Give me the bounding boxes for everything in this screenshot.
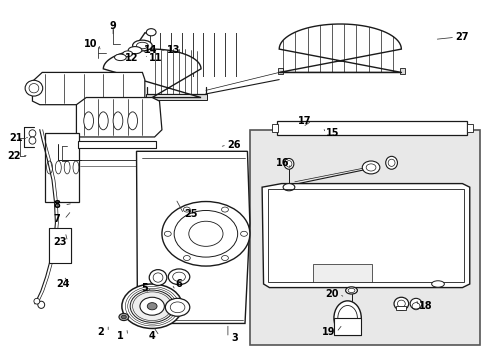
Text: 2: 2 bbox=[98, 327, 104, 337]
Ellipse shape bbox=[386, 156, 397, 169]
Ellipse shape bbox=[113, 112, 123, 130]
Text: 1: 1 bbox=[117, 331, 124, 341]
Text: 16: 16 bbox=[276, 158, 290, 168]
Circle shape bbox=[162, 202, 250, 266]
Polygon shape bbox=[262, 184, 470, 288]
Circle shape bbox=[362, 161, 380, 174]
Text: 7: 7 bbox=[53, 215, 60, 224]
Ellipse shape bbox=[98, 112, 108, 130]
Text: 24: 24 bbox=[56, 279, 70, 289]
Circle shape bbox=[241, 231, 247, 236]
Text: 19: 19 bbox=[322, 327, 336, 337]
Circle shape bbox=[183, 207, 190, 212]
Text: 12: 12 bbox=[125, 53, 138, 63]
Ellipse shape bbox=[334, 301, 361, 335]
Bar bbox=[314, 264, 372, 282]
Ellipse shape bbox=[38, 301, 45, 309]
Text: 25: 25 bbox=[185, 209, 198, 219]
Bar bbox=[467, 125, 473, 132]
Text: 27: 27 bbox=[456, 32, 469, 42]
Bar bbox=[147, 94, 207, 100]
Ellipse shape bbox=[410, 298, 422, 309]
Ellipse shape bbox=[29, 137, 36, 144]
Text: 10: 10 bbox=[84, 39, 98, 49]
Ellipse shape bbox=[115, 54, 126, 60]
Text: 9: 9 bbox=[110, 21, 117, 31]
Text: 3: 3 bbox=[232, 333, 239, 343]
Circle shape bbox=[147, 303, 157, 310]
Text: 23: 23 bbox=[53, 237, 67, 247]
Circle shape bbox=[183, 256, 190, 261]
Polygon shape bbox=[32, 72, 145, 105]
Text: 21: 21 bbox=[10, 133, 23, 143]
Text: 26: 26 bbox=[227, 140, 241, 150]
Polygon shape bbox=[76, 98, 162, 137]
Bar bbox=[78, 141, 156, 148]
Ellipse shape bbox=[149, 270, 167, 285]
Ellipse shape bbox=[394, 297, 409, 310]
Ellipse shape bbox=[25, 80, 43, 96]
Ellipse shape bbox=[165, 298, 190, 316]
Polygon shape bbox=[103, 49, 201, 98]
Polygon shape bbox=[279, 24, 401, 72]
Bar bbox=[334, 318, 361, 335]
Text: 15: 15 bbox=[326, 129, 340, 138]
Bar bbox=[396, 306, 406, 310]
Circle shape bbox=[189, 221, 223, 246]
Text: 8: 8 bbox=[53, 200, 60, 210]
Circle shape bbox=[147, 29, 156, 36]
Ellipse shape bbox=[123, 51, 133, 57]
Ellipse shape bbox=[284, 158, 294, 169]
Ellipse shape bbox=[432, 281, 444, 287]
Bar bbox=[269, 189, 464, 282]
Circle shape bbox=[122, 284, 182, 328]
Text: 4: 4 bbox=[149, 331, 155, 341]
Circle shape bbox=[140, 297, 164, 315]
Bar bbox=[272, 125, 278, 132]
Circle shape bbox=[174, 211, 238, 257]
Ellipse shape bbox=[345, 287, 357, 294]
Circle shape bbox=[221, 207, 228, 212]
Ellipse shape bbox=[137, 42, 148, 49]
Ellipse shape bbox=[128, 112, 138, 130]
Text: 11: 11 bbox=[149, 53, 163, 63]
Ellipse shape bbox=[283, 184, 295, 191]
Text: 22: 22 bbox=[8, 150, 21, 161]
Ellipse shape bbox=[122, 315, 126, 319]
Polygon shape bbox=[137, 151, 250, 323]
Text: 5: 5 bbox=[142, 283, 148, 293]
Bar bbox=[250, 130, 480, 345]
Bar bbox=[278, 68, 283, 74]
Text: 18: 18 bbox=[419, 301, 433, 311]
Polygon shape bbox=[45, 134, 79, 202]
Text: 20: 20 bbox=[325, 289, 339, 299]
Ellipse shape bbox=[128, 46, 142, 54]
Text: 13: 13 bbox=[168, 45, 181, 55]
Ellipse shape bbox=[29, 130, 36, 137]
Ellipse shape bbox=[119, 314, 129, 320]
Circle shape bbox=[130, 290, 174, 322]
Ellipse shape bbox=[133, 40, 152, 51]
Circle shape bbox=[221, 256, 228, 261]
Ellipse shape bbox=[34, 298, 40, 304]
Text: 6: 6 bbox=[175, 279, 182, 289]
Ellipse shape bbox=[168, 269, 190, 285]
Bar bbox=[49, 228, 71, 263]
Ellipse shape bbox=[84, 112, 94, 130]
Circle shape bbox=[164, 231, 171, 236]
Bar bbox=[400, 68, 405, 74]
Text: 17: 17 bbox=[298, 116, 311, 126]
Text: 14: 14 bbox=[145, 45, 158, 55]
Bar bbox=[277, 121, 467, 135]
